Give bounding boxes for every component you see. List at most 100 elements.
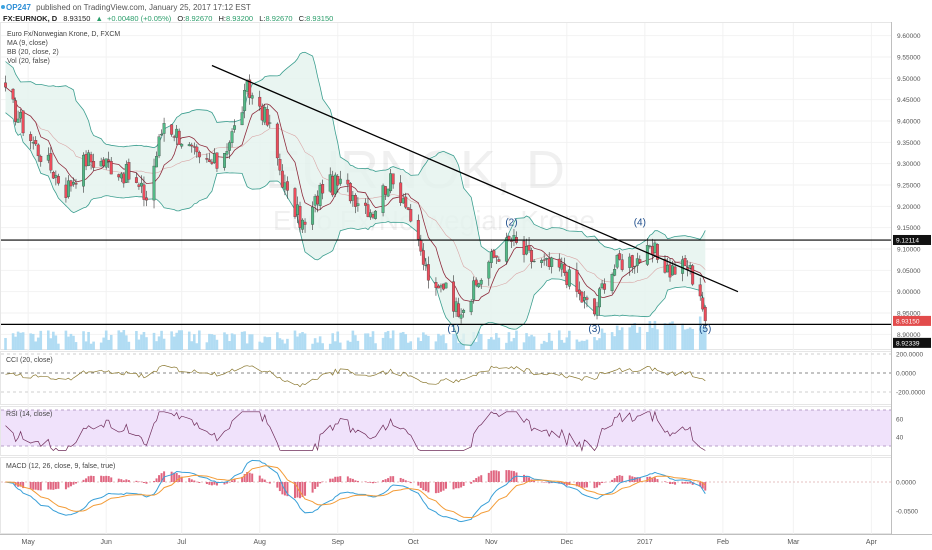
candle-body	[645, 245, 649, 265]
time-axis-label: 2017	[637, 539, 653, 546]
macd-histogram-bar	[497, 471, 500, 482]
volume-bar	[36, 337, 40, 350]
legend-title[interactable]: Euro Fx/Norwegian Krone, D, FXCM	[7, 31, 120, 38]
macd-histogram-bar	[354, 480, 357, 482]
volume-bar	[316, 342, 319, 350]
macd-histogram-bar	[492, 470, 495, 482]
candle-body	[525, 246, 528, 255]
legend: Euro Fx/Norwegian Krone, D, FXCM MA (9, …	[7, 31, 120, 65]
candle-body	[560, 263, 564, 270]
rsi-label[interactable]: RSI (14, close)	[6, 411, 52, 418]
volume-bar	[646, 331, 649, 350]
candle-body	[509, 240, 513, 242]
macd-histogram-bar	[402, 478, 405, 482]
volume-bar	[666, 324, 669, 350]
volume-bar	[371, 331, 375, 350]
macd-histogram-bar	[374, 482, 377, 483]
macd-histogram-bar	[127, 480, 130, 482]
symbol-label[interactable]: FX:EURNOK, D	[3, 14, 58, 23]
time-axis-label: Aug	[254, 539, 267, 546]
candle-body	[492, 250, 496, 258]
volume-bar	[598, 338, 601, 350]
macd-histogram-bar	[321, 481, 324, 483]
volume-bar	[67, 336, 70, 350]
macd-histogram-bar	[281, 482, 284, 495]
volume-bar	[497, 337, 501, 350]
volume-bar	[545, 342, 548, 350]
macd-histogram-bar	[263, 479, 266, 482]
candle-body	[162, 123, 166, 134]
macd-histogram-bar	[490, 470, 493, 482]
macd-histogram-bar	[246, 472, 249, 482]
volume-bar	[351, 330, 355, 350]
macd-histogram-bar	[22, 482, 25, 489]
candle-body	[316, 195, 320, 205]
legend-bb[interactable]: BB (20, close, 2)	[7, 49, 59, 56]
volume-bar	[54, 335, 58, 350]
volume-bar	[459, 339, 463, 350]
drawing-annotations[interactable]: (1) (2) (3) (4) (5)	[1, 64, 891, 336]
candle-body	[424, 264, 428, 267]
svg-text:FX:EURNOK, D 8.93150: FX:EURNOK, D 8.93150 ▲ +0.00480 (+0.05%)…	[3, 14, 333, 23]
macd-histogram-bar	[510, 470, 513, 482]
candle-body	[635, 258, 639, 266]
macd-histogram-bar	[316, 482, 319, 487]
macd-histogram-bar	[278, 482, 281, 492]
candle-body	[550, 257, 554, 267]
volume-bar	[610, 332, 614, 350]
legend-vol[interactable]: Vol (20, false)	[7, 58, 50, 65]
macd-histogram-bar	[85, 478, 88, 482]
macd-histogram-bar	[462, 482, 465, 486]
macd-histogram-bar	[404, 480, 407, 482]
macd-label[interactable]: MACD (12, 26, close, 9, false, true)	[6, 463, 115, 470]
candle-body	[124, 164, 128, 183]
candle-body	[356, 203, 360, 206]
candle-body	[595, 306, 599, 316]
main-series[interactable]	[4, 51, 707, 350]
volume-bar	[250, 334, 254, 350]
volume-bar	[142, 331, 146, 350]
volume-bar	[92, 341, 95, 350]
rsi-band	[1, 409, 891, 447]
candle-body	[638, 259, 642, 263]
cci-label[interactable]: CCI (20, close)	[6, 357, 53, 364]
volume-bar	[547, 332, 551, 350]
macd-histogram-bar	[585, 482, 588, 488]
volume-bar	[321, 343, 324, 350]
volume-bar	[628, 327, 632, 350]
candle-body	[36, 144, 40, 157]
macd-histogram-bar	[74, 482, 77, 484]
macd-histogram-bar	[628, 475, 631, 482]
low-value: 8.92670	[265, 14, 292, 23]
candle-body	[442, 283, 445, 290]
volume-bar	[99, 342, 103, 350]
volume-bar	[157, 336, 161, 350]
volume-bar	[399, 332, 402, 350]
cci-line	[5, 365, 706, 388]
macd-histogram-bar	[351, 478, 354, 482]
volume-bar	[681, 323, 684, 350]
volume-bar	[87, 331, 90, 350]
candle-body	[351, 195, 355, 201]
candle-body	[494, 255, 498, 258]
volume-bar	[424, 334, 428, 350]
candle-body	[371, 214, 375, 218]
macd-histogram-bar	[356, 480, 359, 482]
volume-bar	[122, 330, 126, 350]
volume-bar	[240, 331, 244, 350]
candle-body	[293, 188, 297, 217]
macd-histogram-bar	[653, 477, 656, 482]
candle-body	[197, 152, 201, 158]
legend-ma[interactable]: MA (9, close)	[7, 40, 48, 47]
candle-body	[160, 133, 164, 136]
volume-bar	[117, 330, 121, 350]
price-axis-label: 9.45000	[897, 97, 921, 104]
volume-bar	[125, 335, 128, 350]
candle-body	[66, 180, 70, 197]
author-name[interactable]: OP247	[6, 3, 31, 12]
macd-histogram-bar	[142, 482, 145, 483]
candle-body	[381, 185, 385, 213]
macd-histogram-bar	[158, 475, 161, 482]
candle-body	[346, 179, 350, 185]
